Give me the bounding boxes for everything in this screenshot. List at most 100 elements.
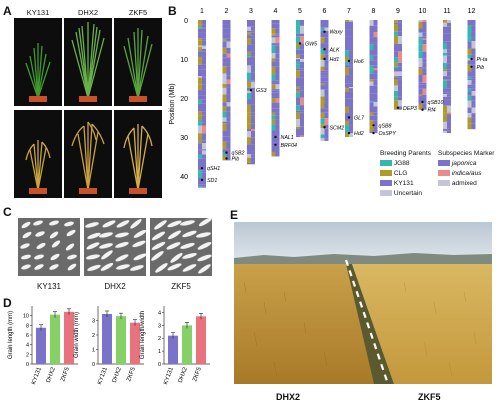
grain-chart-1: Grain length (mm) 0 2 4 6 8 10 KY131 DHX2 ZKF5 [8,306,78,386]
genotype-segment-parent [271,20,276,24]
genotype-segment-parent [369,120,374,127]
genotype-segment-subspecies [349,87,353,89]
genotype-segment-parent [369,102,374,107]
genotype-segment-parent [418,21,423,29]
x-tick-label: DHX2 [112,366,123,384]
genotype-segment-subspecies [349,64,353,66]
genotype-segment-subspecies [226,24,231,29]
genotype-segment-subspecies [422,94,427,97]
genotype-segment-parent [369,81,374,86]
tick-0: 0 [184,18,188,25]
genotype-segment-subspecies [275,89,280,91]
genotype-segment-parent [345,81,349,84]
gene-marker-dot [225,157,228,160]
a-label-dhx2: DHX2 [77,8,98,17]
rice-grain [19,241,31,250]
genotype-segment-parent [467,80,472,85]
genotype-segment-parent [467,78,472,81]
genotype-segment-parent [467,20,472,26]
genotype-segment-parent [247,130,251,138]
genotype-segment-subspecies [447,63,451,70]
genotype-segment-parent [296,129,300,136]
panel-c-letter: C [3,205,12,219]
genotype-segment-subspecies [471,37,476,42]
gene-label: OsSPY [379,131,397,137]
genotype-segment-subspecies [349,75,353,82]
y-tick-label: 2 [92,333,95,339]
genotype-segment-subspecies [471,95,476,101]
genotype-segment-subspecies [447,41,451,43]
genotype-segment-subspecies [349,67,353,76]
plant-photo-dhx2-vegetative [64,18,112,106]
genotype-segment-parent [198,69,202,77]
genotype-segment-subspecies [373,65,378,69]
genotype-segment-parent [369,25,374,33]
panel-b-letter: B [168,4,177,18]
chart-ylabel: Grain length/width [140,311,146,359]
genotype-segment-subspecies [300,135,304,137]
genotype-segment-subspecies [447,130,451,134]
genotype-segment-subspecies [373,37,378,43]
rice-grain [132,252,146,262]
tick-20: 20 [180,96,188,103]
grain-photo-zkf5 [150,218,212,276]
genotype-segment-parent [467,60,472,65]
gene-marker-dot [347,116,351,119]
bar-zkf5 [64,311,74,364]
chart-ylabel: Grain width (mm) [74,312,80,358]
genotype-segment-parent [198,139,202,141]
genotype-segment-parent [222,66,227,74]
gene-label: SD1 [207,178,217,184]
genotype-segment-parent [443,88,447,93]
genotype-segment-parent [271,35,276,38]
genotype-segment-subspecies [373,20,378,26]
gene-marker-dot [200,178,204,182]
genotype-segment-parent [320,27,325,31]
genotype-segment-subspecies [202,154,206,159]
genotype-segment-parent [271,94,276,99]
genotype-segment-subspecies [251,60,255,66]
rice-grain [34,230,46,239]
gene-marker-dot [421,108,424,111]
genotype-segment-parent [467,54,472,59]
chromosome-number: 8 [372,8,376,15]
genotype-segment-parent [345,50,349,58]
genotype-segment-subspecies [202,133,206,140]
genotype-segment-parent [222,41,227,48]
rice-grain [64,241,75,252]
genotype-segment-subspecies [324,128,329,135]
genotype-segment-subspecies [471,91,476,96]
genotype-segment-subspecies [251,81,255,88]
genotype-segment-parent [418,94,423,97]
genotype-segment-subspecies [300,126,304,130]
genotype-segment-subspecies [251,26,255,31]
genotype-segment-parent [443,96,447,100]
genotype-segment-subspecies [275,53,280,59]
genotype-segment-subspecies [202,125,206,134]
rice-grain [132,228,146,240]
genotype-segment-subspecies [226,117,231,122]
genotype-segment-subspecies [324,54,329,61]
genotype-segment-parent [296,89,300,91]
genotype-segment-subspecies [324,83,329,86]
genotype-segment-subspecies [324,101,329,109]
genotype-segment-parent [271,124,276,131]
grain-photo-dhx2 [84,218,146,276]
genotype-segment-parent [296,118,300,127]
genotype-segment-subspecies [471,100,476,108]
genotype-segment-subspecies [202,103,206,112]
genotype-segment-subspecies [422,39,427,45]
genotype-segment-parent [418,82,423,85]
genotype-segment-parent [296,135,300,137]
plant-photo-dhx2-mature [64,110,112,198]
genotype-segment-parent [247,112,251,116]
chromosome-number: 5 [298,8,302,15]
genotype-segment-subspecies [447,42,451,50]
genotype-segment-subspecies [349,83,353,88]
genotype-segment-subspecies [300,112,304,119]
genotype-segment-parent [443,69,447,72]
genotype-segment-subspecies [324,66,329,71]
genotype-segment-parent [271,145,276,152]
genotype-segment-subspecies [422,20,427,22]
